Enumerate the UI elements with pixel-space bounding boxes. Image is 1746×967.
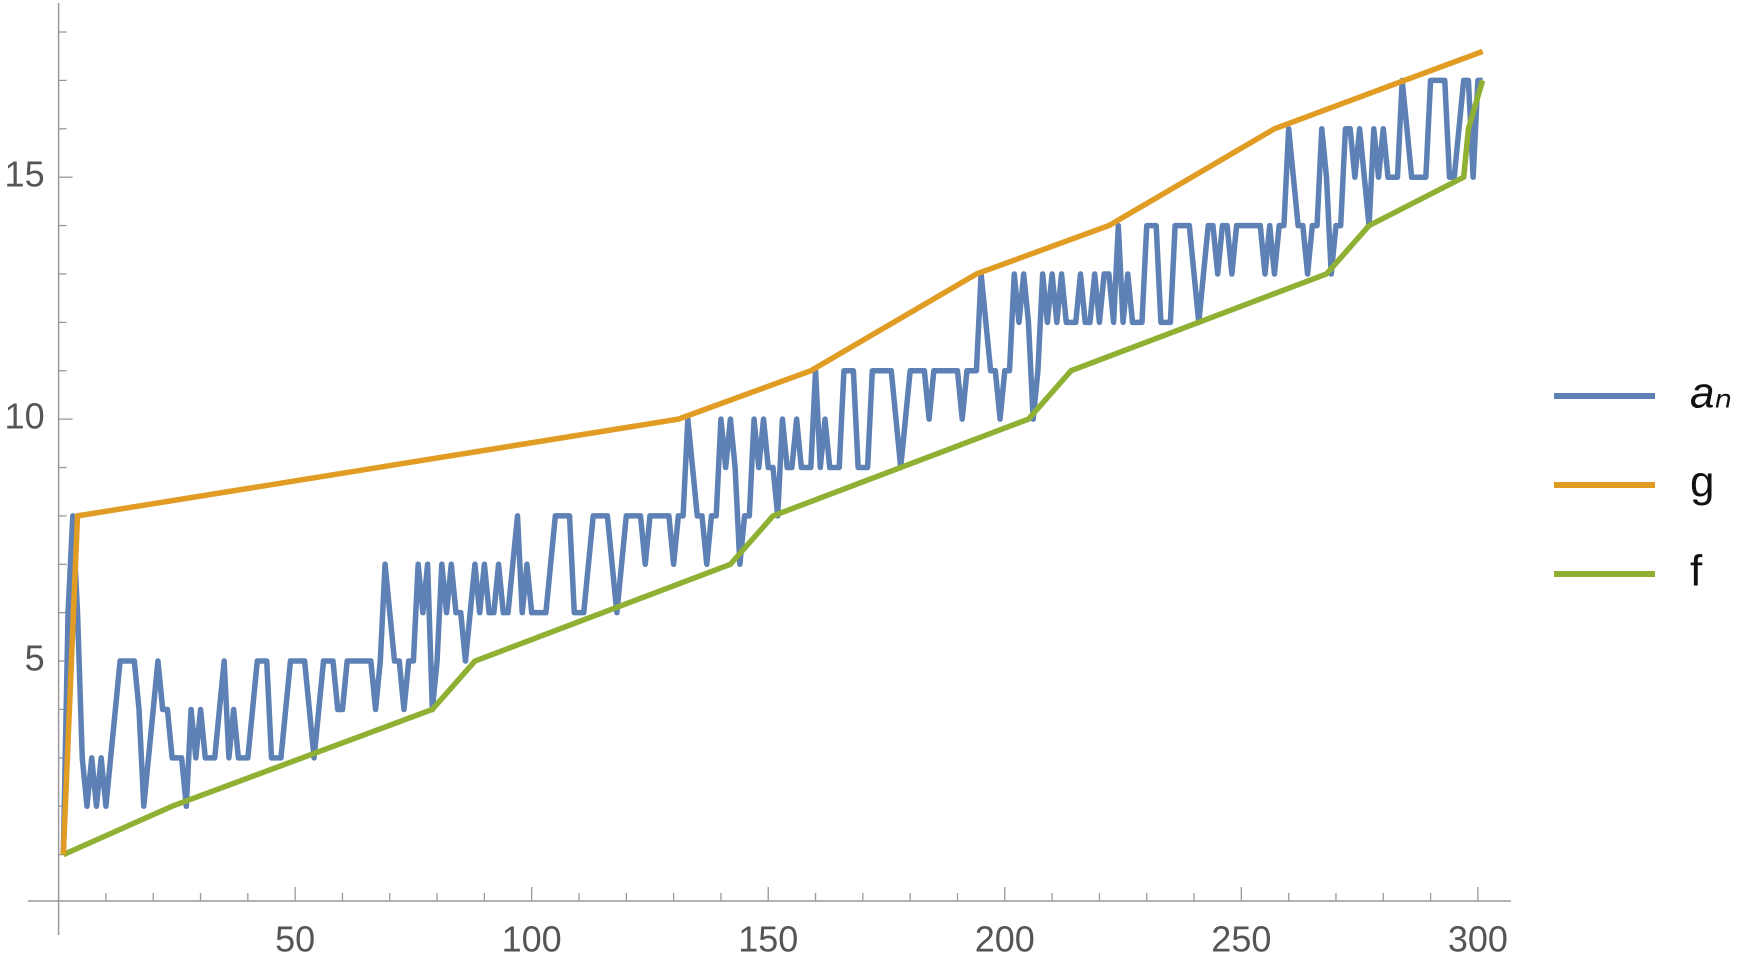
- x-tick-label: 150: [738, 919, 798, 960]
- x-tick-label: 50: [275, 919, 315, 960]
- x-tick-label: 100: [502, 919, 562, 960]
- y-tick-label: 5: [25, 638, 45, 679]
- series-line: [60, 48, 1484, 855]
- x-tick-label: 250: [1211, 919, 1271, 960]
- legend-label: g: [1690, 458, 1714, 507]
- x-tick-label: 200: [975, 919, 1035, 960]
- x-tick-label: 300: [1448, 919, 1508, 960]
- y-tick-label: 10: [5, 396, 45, 437]
- series-line: [60, 77, 1483, 855]
- y-tick-label: 15: [5, 154, 45, 195]
- legend-label: f: [1690, 547, 1703, 596]
- legend-label: aₙ: [1690, 369, 1732, 418]
- series-line: [62, 79, 1486, 858]
